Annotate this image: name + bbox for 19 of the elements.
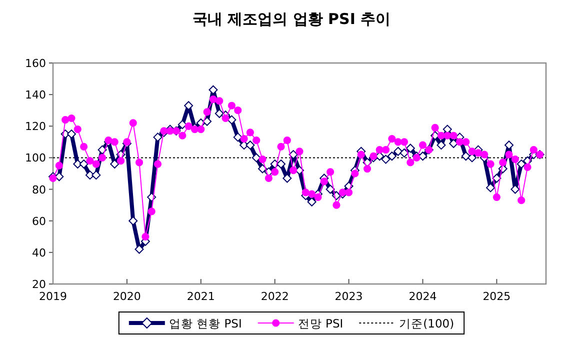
y-tick-label: 100: [25, 152, 46, 165]
y-tick-label: 120: [25, 120, 46, 134]
x-tick-label: 2024: [408, 290, 437, 303]
legend-label: 기준(100): [399, 316, 454, 330]
y-tick-label: 140: [25, 88, 46, 102]
x-tick-label: 2023: [334, 290, 363, 303]
y-tick-label: 60: [32, 214, 46, 228]
legend-label: 전망 PSI: [298, 316, 344, 330]
x-tick-label: 2025: [482, 290, 511, 303]
x-tick-label: 2019: [39, 290, 67, 303]
x-tick-label: 2020: [112, 290, 141, 303]
y-tick-label: 20: [32, 278, 46, 291]
y-tick-label: 40: [32, 246, 46, 260]
chart-title: 국내 제조업의 업황 PSI 추이: [192, 10, 391, 28]
legend-label: 업황 현황 PSI: [168, 316, 242, 330]
y-tick-label: 160: [25, 57, 46, 70]
y-tick-label: 80: [32, 183, 46, 196]
x-tick-label: 2022: [260, 290, 289, 303]
x-tick-label: 2021: [186, 290, 215, 303]
